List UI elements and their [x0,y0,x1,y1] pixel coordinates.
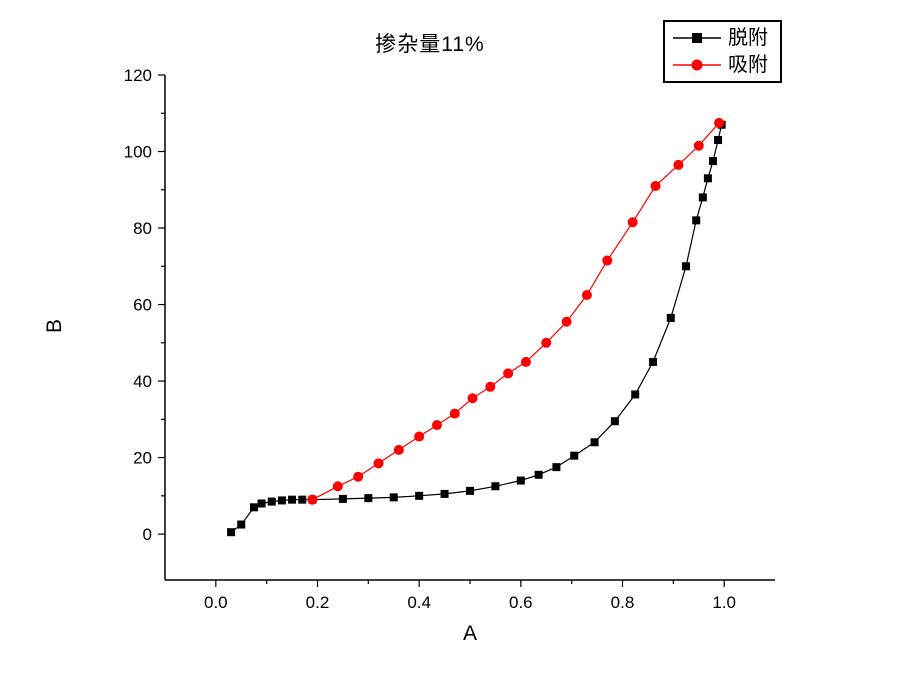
x-tick-label: 0.4 [407,593,431,612]
legend-item-desorption: 脱附 [673,25,768,51]
legend-label-adsorption: 吸附 [728,54,768,76]
data-point-marker [431,420,442,431]
y-tick-label: 60 [133,296,152,315]
data-point-marker [650,180,661,191]
data-point-marker [541,337,552,348]
data-point-marker [414,431,425,442]
data-point-marker [288,495,297,504]
data-point-marker [666,313,675,322]
data-point-marker [682,262,691,271]
x-tick-label: 0.6 [509,593,533,612]
y-tick-label: 0 [143,525,152,544]
data-point-marker [516,476,525,485]
data-point-marker [332,481,343,492]
data-point-marker [561,316,572,327]
data-point-marker [227,528,236,537]
data-point-marker [491,482,500,491]
legend-label-desorption: 脱附 [728,27,768,49]
data-point-marker [714,117,725,128]
data-point-marker [534,470,543,479]
y-tick-label: 40 [133,372,152,391]
data-point-marker [257,499,266,508]
data-point-marker [373,458,384,469]
adsorption-marker-icon [691,59,703,71]
x-tick-label: 1.0 [712,593,736,612]
data-point-marker [581,289,592,300]
data-point-marker [631,390,640,399]
data-point-marker [267,497,276,506]
data-point-marker [703,174,712,183]
data-point-marker [249,503,258,512]
x-tick-label: 0.2 [306,593,330,612]
legend-item-adsorption: 吸附 [673,52,768,78]
data-point-marker [364,494,373,503]
legend: 脱附 吸附 [663,20,782,83]
data-point-marker [237,520,246,529]
data-point-marker [673,159,684,170]
data-point-marker [552,463,561,472]
data-point-marker [503,368,514,379]
data-point-marker [570,451,579,460]
data-point-marker [649,357,657,366]
x-tick-label: 0.8 [611,593,635,612]
data-point-marker [389,493,398,502]
data-point-marker [698,193,707,202]
data-point-marker [520,356,531,367]
x-axis-label: A [462,622,477,645]
data-point-marker [338,494,347,503]
data-point-marker [393,444,404,455]
data-point-marker [440,489,449,498]
y-axis-label: B [43,318,67,334]
y-tick-label: 100 [124,143,152,162]
adsorption-swatch-icon [673,59,721,71]
data-point-marker [485,381,496,392]
data-point-marker [277,496,286,505]
data-point-marker [610,417,619,426]
data-point-marker [467,393,478,404]
data-point-marker [307,494,318,505]
data-point-marker [693,140,704,151]
y-tick-label: 20 [133,449,152,468]
data-point-marker [466,486,474,495]
chart-title: 掺杂量11% [375,33,485,56]
series-line-0 [230,124,723,533]
series-line-1 [312,122,720,501]
data-point-marker [353,471,364,482]
desorption-marker-icon [692,33,702,43]
x-tick-label: 0.0 [204,593,228,612]
data-point-marker [415,491,424,500]
data-point-marker [627,217,638,228]
data-point-marker [298,495,307,504]
data-point-marker [602,255,613,266]
desorption-swatch-icon [673,33,721,43]
data-point-marker [708,157,717,166]
data-point-marker [692,216,701,225]
data-point-marker [590,438,599,447]
y-tick-label: 120 [124,66,152,85]
data-point-marker [449,408,460,419]
y-tick-label: 80 [133,219,152,238]
data-point-marker [714,136,723,145]
